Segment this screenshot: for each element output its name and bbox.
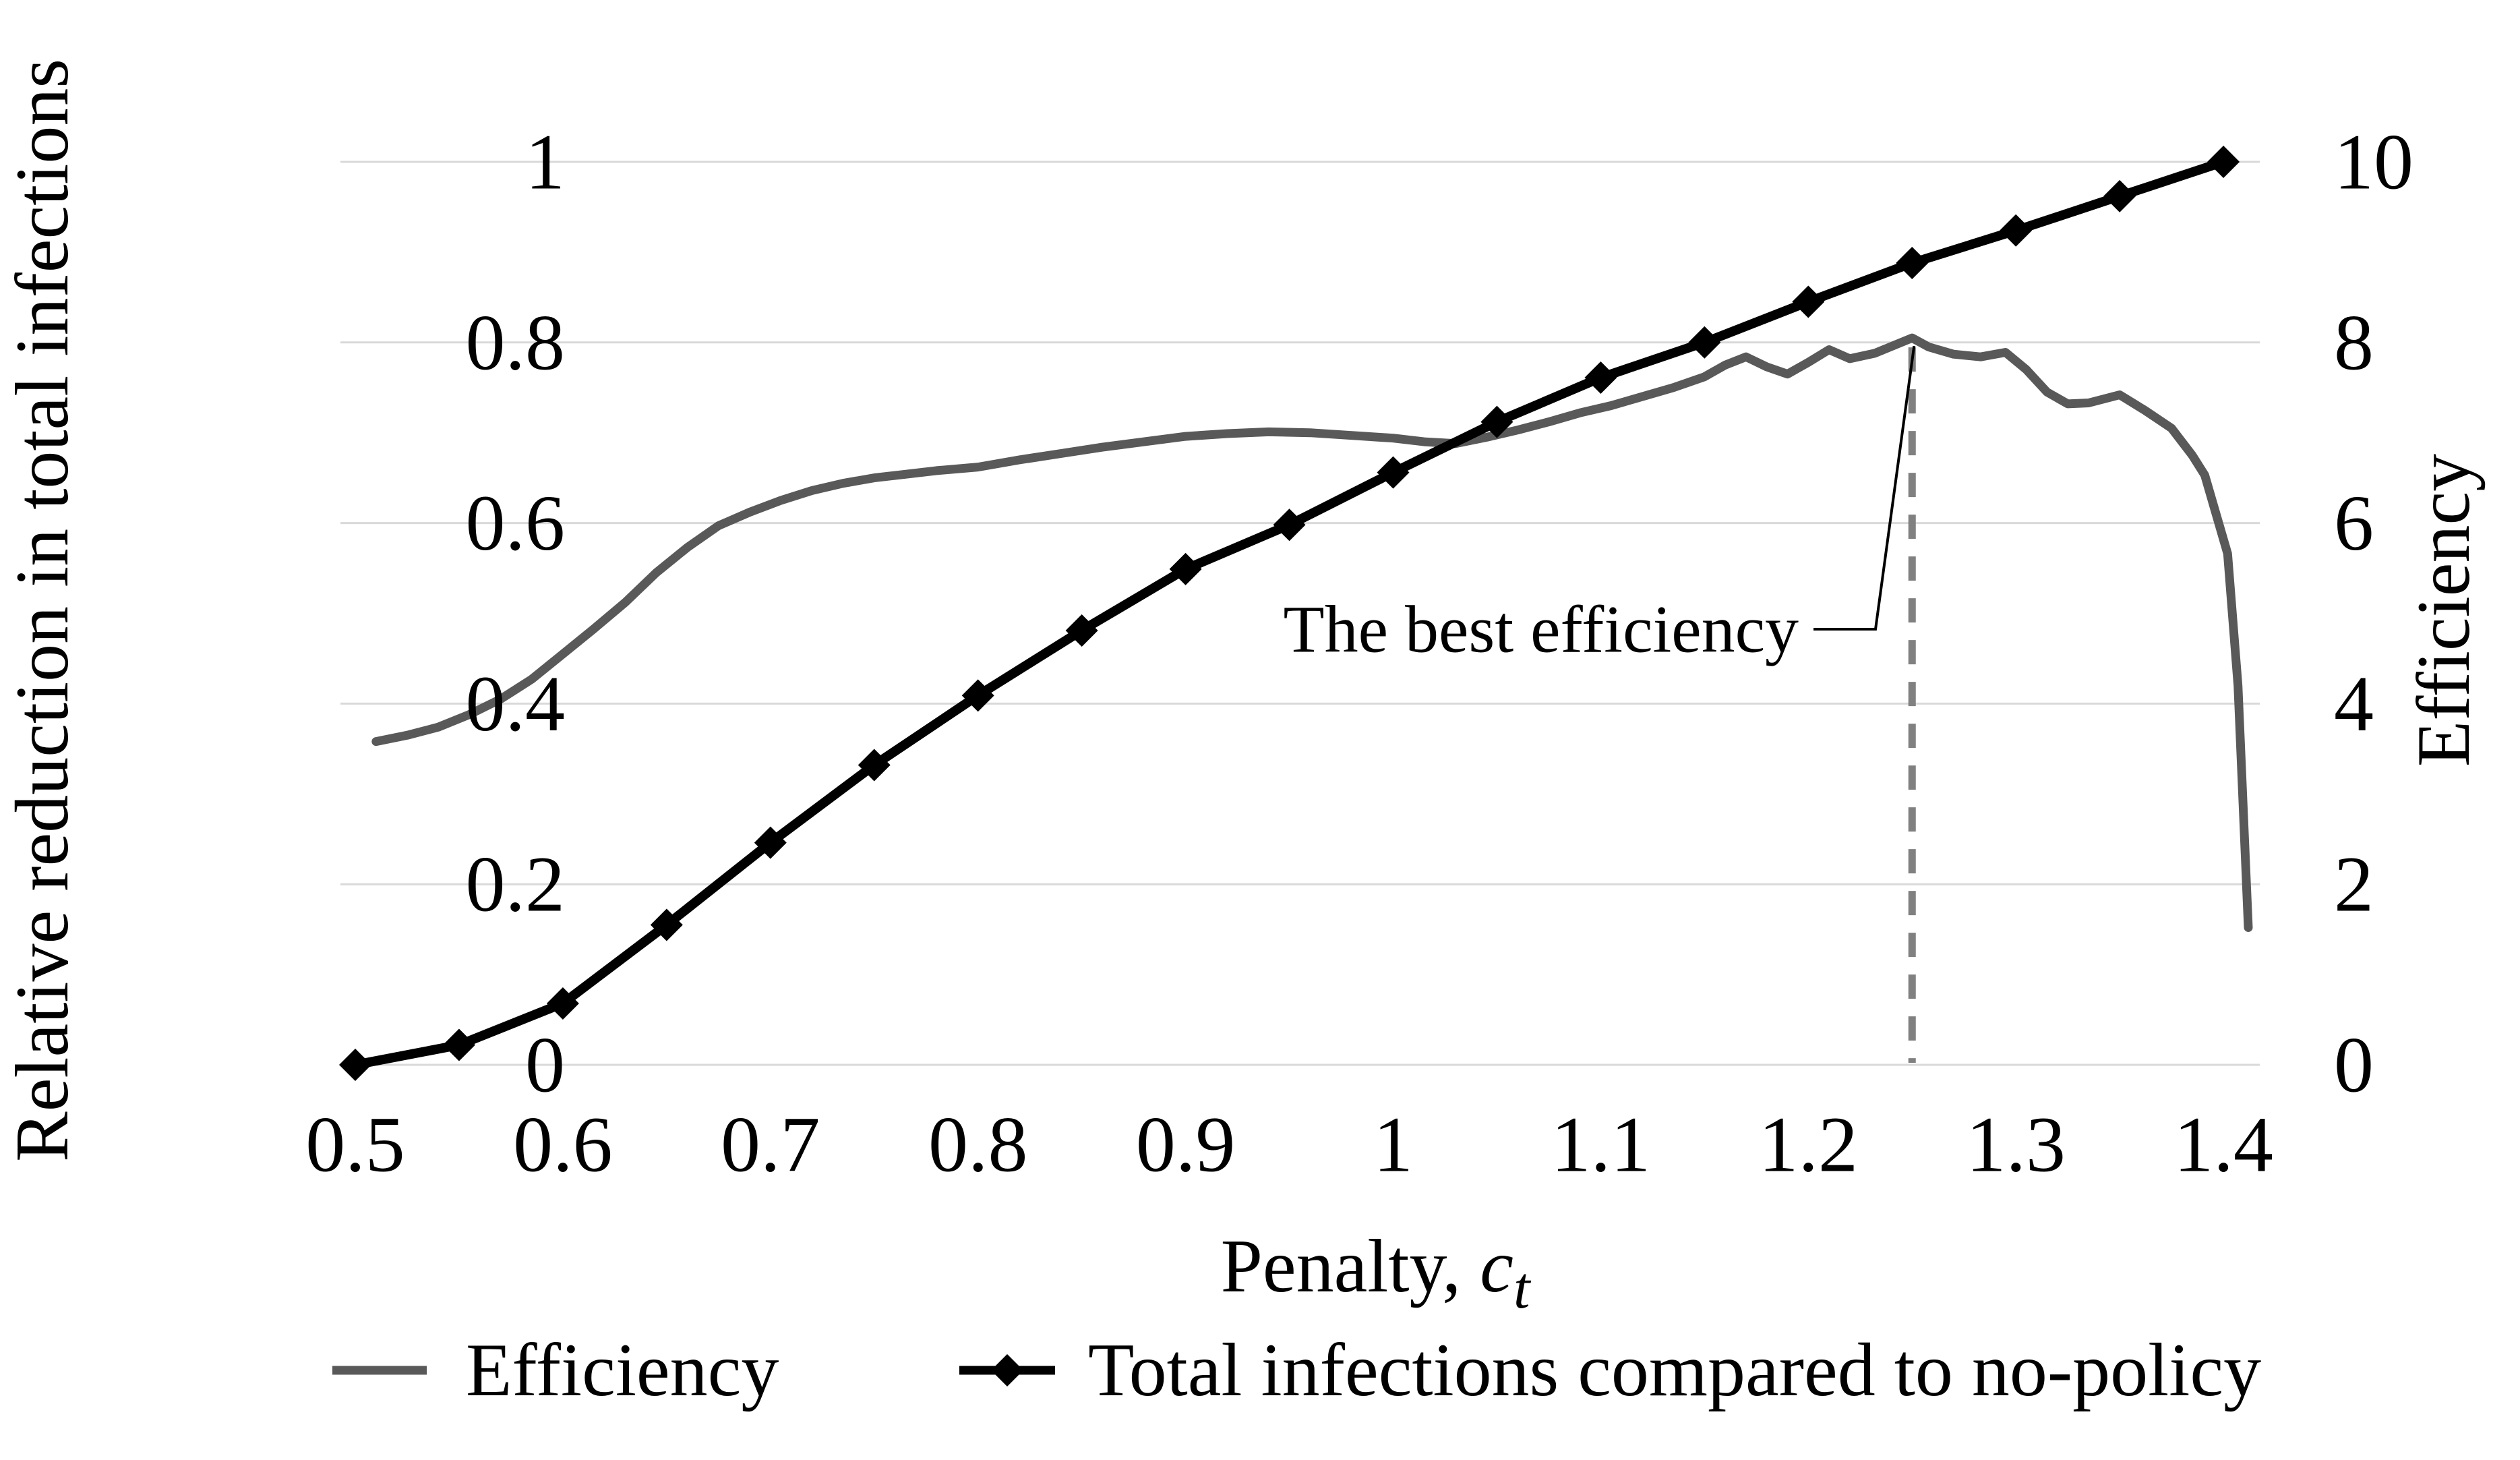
y-axis-left-tick-labels: 0 0.2 0.4 0.6 0.8 1 — [466, 118, 566, 1109]
diamond-marker — [2103, 179, 2136, 212]
y-axis-left-tick-label: 0.8 — [466, 298, 566, 386]
y-axis-left-tick-label: 0.2 — [466, 840, 566, 929]
diamond-marker — [961, 679, 994, 712]
y-axis-left-title: Relative reduction in total infections — [1, 59, 84, 1162]
y-axis-right-tick-label: 0 — [2334, 1021, 2374, 1109]
y-axis-right-title: Efficiency — [2402, 454, 2486, 767]
diamond-marker — [1065, 614, 1098, 647]
x-axis-tick-label: 0.9 — [1136, 1101, 1236, 1189]
y-axis-left-tick-label: 1 — [525, 118, 565, 206]
gridlines — [340, 160, 2260, 1066]
diamond-marker — [2000, 214, 2033, 247]
legend-infections-label: Total infections compared to no-policy — [1088, 1328, 2261, 1412]
x-axis-tick-label: 1.1 — [1551, 1101, 1651, 1189]
y-axis-right-tick-label: 8 — [2334, 298, 2374, 386]
y-axis-right-tick-label: 6 — [2334, 479, 2374, 567]
diamond-marker — [1584, 361, 1617, 395]
legend-diamond-marker-icon — [991, 1354, 1023, 1386]
diamond-marker — [1792, 285, 1825, 318]
x-axis-title: Penalty, ct — [1221, 1225, 1532, 1321]
diamond-marker — [1480, 405, 1513, 438]
legend-efficiency-label: Efficiency — [466, 1328, 779, 1412]
legend: Efficiency Total infections compared to … — [332, 1328, 2261, 1412]
diamond-marker — [650, 908, 683, 941]
annotation-text: The best efficiency — [1284, 592, 1799, 667]
x-axis-tick-label: 1.3 — [1966, 1101, 2066, 1189]
x-axis-tick-label: 1.4 — [2173, 1101, 2273, 1189]
diamond-marker — [339, 1049, 371, 1081]
diamond-marker — [1688, 326, 1721, 359]
x-axis-tick-label: 0.5 — [305, 1101, 405, 1189]
efficiency-line — [371, 333, 2253, 932]
diamond-marker — [754, 826, 787, 859]
y-axis-right-tick-label: 2 — [2334, 840, 2374, 929]
diamond-marker — [1273, 508, 1306, 542]
diamond-marker — [858, 749, 891, 782]
diamond-marker — [2207, 146, 2240, 178]
x-axis-tick-label: 0.6 — [513, 1101, 613, 1189]
x-axis-tick-labels: 0.5 0.6 0.7 0.8 0.9 1 1.1 1.2 1.3 1.4 — [305, 1101, 2273, 1189]
diamond-marker — [1377, 456, 1410, 489]
x-axis-tick-label: 0.7 — [721, 1101, 820, 1189]
infections-series — [339, 146, 2240, 1081]
x-axis-tick-label: 1.2 — [1759, 1101, 1859, 1189]
y-axis-left-tick-label: 0 — [525, 1021, 565, 1109]
diamond-marker — [442, 1028, 475, 1061]
diamond-marker — [546, 987, 579, 1020]
y-axis-left-tick-label: 0.4 — [466, 660, 566, 748]
y-axis-left-tick-label: 0.6 — [466, 479, 566, 567]
efficiency-series — [371, 333, 2253, 932]
diamond-marker — [1169, 552, 1202, 585]
y-axis-right-tick-label: 10 — [2334, 118, 2413, 206]
annotation-leader-line — [1813, 345, 1916, 631]
x-axis-tick-label: 0.8 — [928, 1101, 1028, 1189]
x-axis-tick-label: 1 — [1373, 1101, 1413, 1189]
y-axis-right-tick-label: 4 — [2334, 660, 2374, 748]
diamond-marker — [1896, 246, 1929, 279]
y-axis-right-tick-labels: 0 2 4 6 8 10 — [2334, 118, 2413, 1109]
